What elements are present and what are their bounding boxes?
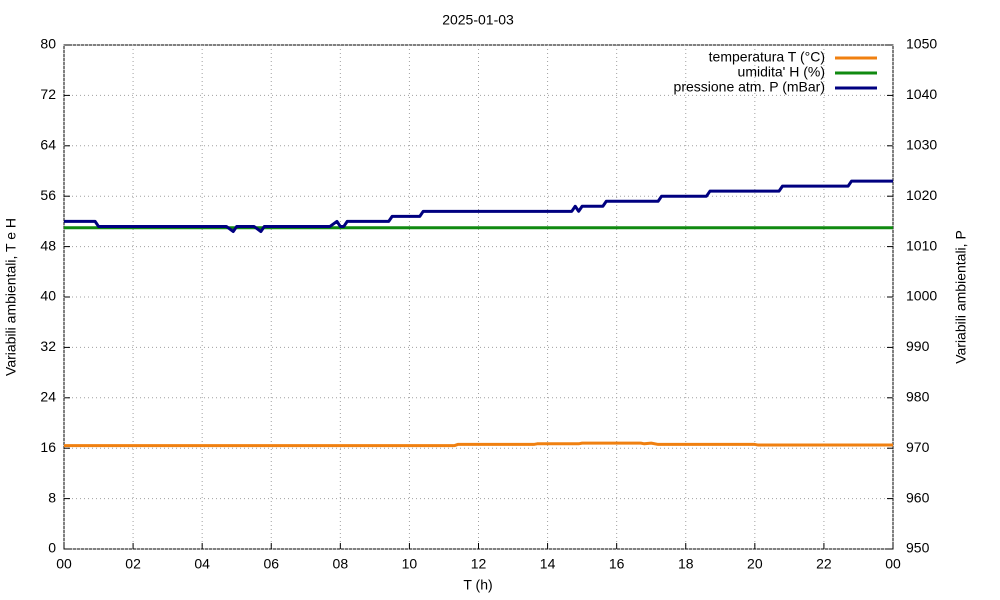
legend-label: umidita' H (%) [738,64,825,80]
x-tick-label: 14 [540,556,556,572]
y-tick-label: 16 [40,439,56,455]
y2-tick-label: 1030 [906,137,937,153]
y2-tick-label: 1040 [906,86,937,102]
y-tick-label: 64 [40,137,56,153]
y2-axis-label: Variabili ambientali, P [953,230,969,364]
x-tick-label: 16 [609,556,625,572]
x-tick-label: 18 [678,556,694,572]
legend-label: temperatura T (°C) [709,49,825,65]
legend-label: pressione atm. P (mBar) [674,79,825,95]
y2-tick-label: 1050 [906,36,937,52]
x-tick-label: 08 [333,556,349,572]
y-tick-label: 24 [40,389,56,405]
x-tick-label: 06 [263,556,279,572]
x-tick-label: 10 [402,556,418,572]
y-tick-label: 8 [48,489,56,505]
series-line [64,179,893,233]
x-tick-label: 00 [885,556,901,572]
y2-tick-label: 1020 [906,187,937,203]
y-tick-label: 56 [40,187,56,203]
y2-tick-label: 960 [906,489,930,505]
y-tick-label: 0 [48,540,56,556]
x-tick-label: 20 [747,556,763,572]
x-tick-label: 02 [125,556,141,572]
y2-tick-label: 1010 [906,237,937,253]
y2-tick-label: 990 [906,338,930,354]
y2-tick-label: 980 [906,389,930,405]
y-tick-label: 72 [40,86,56,102]
y2-tick-label: 1000 [906,288,937,304]
series-line [64,441,893,448]
y2-tick-label: 970 [906,439,930,455]
chart-title: 2025-01-03 [442,12,514,28]
y-tick-label: 80 [40,36,56,52]
x-tick-label: 12 [471,556,487,572]
y2-tick-label: 950 [906,540,930,556]
y-axis-label: Variabili ambientali, T e H [3,218,19,376]
y-tick-label: 40 [40,288,56,304]
x-tick-label: 00 [56,556,72,572]
y-tick-label: 48 [40,237,56,253]
x-axis-label: T (h) [463,577,492,593]
x-tick-label: 04 [194,556,210,572]
x-tick-label: 22 [816,556,832,572]
y-tick-label: 32 [40,338,56,354]
